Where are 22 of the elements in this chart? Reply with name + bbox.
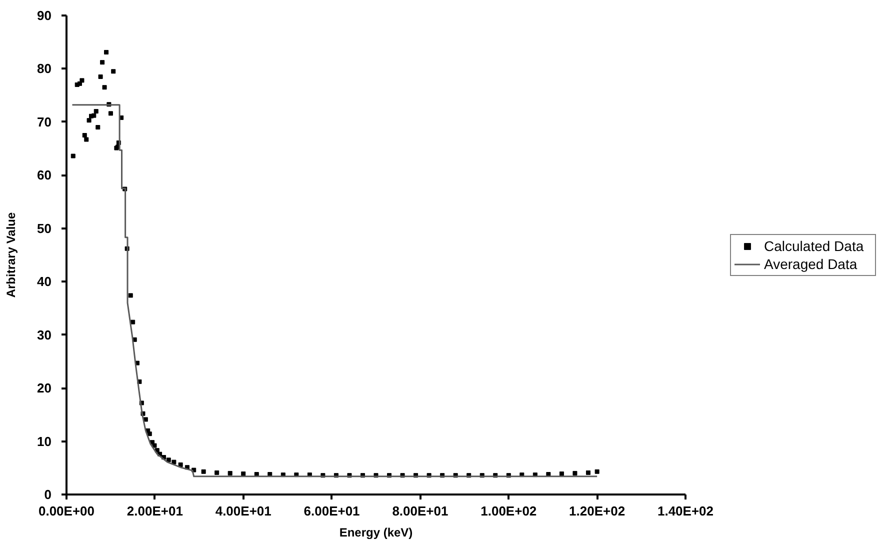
x-axis-title: Energy (keV) [339, 526, 413, 540]
x-tick-label: 4.00E+01 [215, 504, 272, 518]
x-tick-label: 1.00E+02 [480, 504, 537, 518]
y-tick-label: 40 [37, 274, 52, 290]
y-axis-title: Arbitrary Value [4, 212, 18, 298]
x-tick-label: 0.00E+00 [38, 504, 95, 518]
y-tick-label: 80 [37, 61, 52, 76]
legend-label: Calculated Data [764, 238, 865, 254]
y-tick-label: 20 [37, 380, 52, 396]
x-tick-label: 2.00E+01 [126, 504, 183, 518]
y-tick-label: 10 [37, 434, 52, 449]
x-tick-label: 1.20E+02 [569, 504, 626, 518]
y-tick-label: 60 [37, 168, 52, 183]
x-tick-label: 6.00E+01 [304, 504, 360, 518]
legend-label: Averaged Data [764, 256, 858, 272]
y-tick-label: 0 [44, 487, 52, 502]
y-tick-label: 30 [37, 327, 52, 342]
y-tick-label: 90 [37, 8, 52, 23]
x-tick-label: 1.40E+02 [657, 504, 714, 518]
x-tick-label: 8.00E+01 [392, 504, 448, 518]
y-tick-label: 70 [37, 114, 52, 130]
y-tick-label: 50 [37, 220, 52, 236]
